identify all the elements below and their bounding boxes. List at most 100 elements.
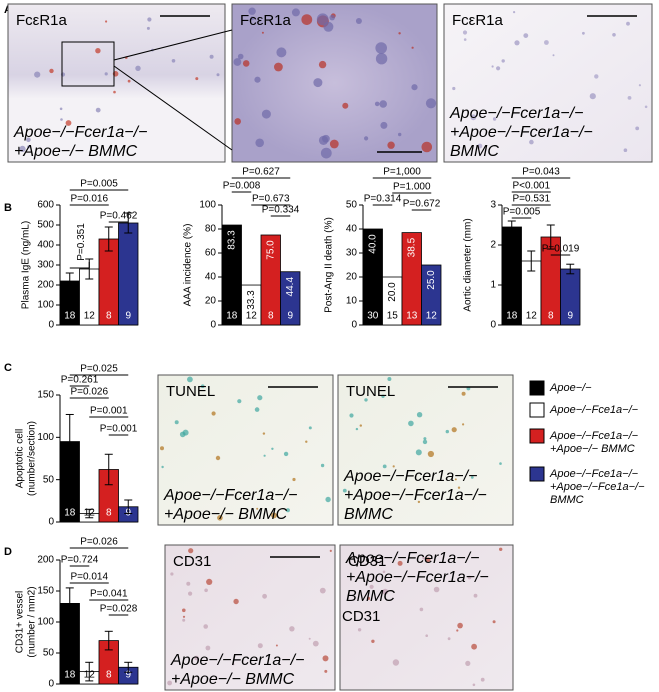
count-label: 12 bbox=[426, 311, 438, 322]
tissue-spot bbox=[316, 13, 329, 26]
count-label: 9 bbox=[125, 670, 131, 681]
panel-letter: C bbox=[4, 362, 12, 374]
tissue-spot bbox=[146, 26, 150, 30]
tissue-spot bbox=[320, 463, 325, 468]
count-label: 12 bbox=[526, 311, 538, 322]
tissue-spot bbox=[49, 68, 54, 74]
count-label: 18 bbox=[226, 311, 238, 322]
tissue-spot bbox=[454, 478, 457, 481]
tissue-spot bbox=[380, 121, 388, 129]
p-value: P=0.025 bbox=[80, 364, 118, 375]
image-label: TUNEL bbox=[166, 383, 215, 400]
tissue-spot bbox=[357, 628, 362, 632]
tissue-spot bbox=[491, 65, 494, 68]
tissue-spot bbox=[421, 141, 433, 153]
tissue-spot bbox=[355, 427, 359, 431]
tissue-spot bbox=[416, 412, 423, 418]
tissue-spot bbox=[301, 14, 313, 25]
tissue-spot bbox=[355, 18, 362, 24]
tissue-spot bbox=[242, 60, 250, 67]
tissue-spot bbox=[263, 454, 266, 457]
tissue-spot bbox=[262, 593, 267, 599]
image-caption: Apoe−/−Fcer1a−/− bbox=[345, 550, 479, 567]
y-tick-label: 3 bbox=[490, 200, 496, 211]
tissue-spot bbox=[105, 20, 108, 23]
y-axis-label: Apoptotic cell bbox=[15, 429, 26, 488]
tissue-spot bbox=[233, 58, 242, 66]
tissue-spot bbox=[194, 655, 199, 661]
tissue-spot bbox=[322, 655, 329, 662]
tissue-spot bbox=[462, 30, 468, 35]
y-tick-label: 100 bbox=[37, 617, 54, 628]
tissue-spot bbox=[452, 86, 456, 91]
tissue-spot bbox=[492, 117, 497, 121]
tissue-spot bbox=[529, 139, 534, 145]
tissue-spot bbox=[387, 377, 392, 381]
tissue-spot bbox=[594, 74, 599, 79]
bar bbox=[221, 224, 242, 326]
tissue-spot bbox=[324, 669, 328, 673]
y-tick-label: 150 bbox=[37, 586, 54, 597]
tissue-spot bbox=[60, 118, 63, 121]
p-value: P=0.001 bbox=[100, 424, 138, 435]
image-caption: +Apoe−/−Fcer1a−/− bbox=[344, 487, 487, 504]
y-tick-label: 60 bbox=[205, 248, 217, 259]
tissue-spot bbox=[248, 7, 256, 15]
image-label: FcεR1a bbox=[240, 12, 292, 29]
tissue-spot bbox=[257, 395, 263, 401]
count-label: 18 bbox=[64, 311, 76, 322]
y-tick-label: 50 bbox=[346, 200, 358, 211]
tissue-spot bbox=[276, 47, 287, 58]
bar bbox=[421, 264, 442, 326]
tissue-spot bbox=[271, 447, 274, 450]
tissue-spot bbox=[408, 420, 414, 427]
tissue-spot bbox=[237, 53, 244, 60]
p-value: P=0.627 bbox=[242, 167, 280, 178]
y-tick-label: 80 bbox=[205, 224, 217, 235]
micrograph bbox=[231, 3, 438, 163]
image-label: CD31 bbox=[348, 553, 386, 570]
image-label: CD31 bbox=[342, 608, 380, 625]
p-value: P=0.672 bbox=[403, 199, 441, 210]
y-tick-label: 600 bbox=[37, 200, 54, 211]
micrograph bbox=[339, 544, 514, 691]
inset-link bbox=[113, 29, 233, 61]
tissue-spot bbox=[95, 107, 101, 113]
tissue-spot bbox=[612, 33, 616, 37]
tissue-spot bbox=[262, 432, 266, 435]
tissue-spot bbox=[261, 31, 264, 34]
tissue-spot bbox=[473, 593, 478, 598]
tissue-spot bbox=[261, 109, 271, 119]
inset-link bbox=[113, 65, 233, 151]
tissue-spot bbox=[174, 420, 179, 425]
tissue-spot bbox=[415, 449, 422, 456]
tissue-spot bbox=[496, 66, 501, 71]
tissue-spot bbox=[644, 105, 648, 109]
p-value: P=0.043 bbox=[522, 167, 560, 178]
p-value: P=0.026 bbox=[70, 387, 108, 398]
tissue-spot bbox=[499, 547, 503, 551]
count-label: 8 bbox=[106, 508, 112, 519]
tissue-spot bbox=[457, 622, 463, 629]
tissue-spot bbox=[308, 637, 311, 640]
legend-label: +Apoe−/−Fce1a−/− bbox=[550, 481, 645, 493]
tissue-spot bbox=[513, 11, 516, 14]
tissue-spot bbox=[211, 411, 216, 416]
legend-swatch bbox=[529, 466, 545, 482]
tissue-spot bbox=[467, 575, 472, 580]
tissue-spot bbox=[216, 73, 220, 77]
tissue-spot bbox=[635, 126, 640, 131]
tissue-spot bbox=[342, 102, 349, 109]
y-tick-label: 1 bbox=[490, 280, 496, 291]
y-tick-label: 100 bbox=[37, 432, 54, 443]
y-tick-label: 0 bbox=[490, 320, 496, 331]
tissue-spot bbox=[382, 588, 389, 595]
tissue-spot bbox=[381, 394, 385, 398]
tissue-spot bbox=[427, 450, 434, 458]
tissue-spot bbox=[445, 429, 449, 434]
tissue-spot bbox=[271, 512, 277, 519]
tissue-spot bbox=[313, 78, 323, 88]
image-caption: +Apoe−/−Fcer1a−/− bbox=[450, 124, 593, 141]
y-tick-label: 40 bbox=[346, 224, 358, 235]
y-tick-label: 0 bbox=[48, 320, 54, 331]
